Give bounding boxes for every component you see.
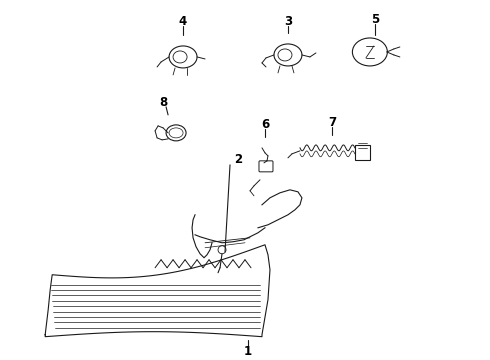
Text: 3: 3 [284, 15, 292, 28]
Text: 2: 2 [234, 153, 242, 166]
Bar [355, 145, 370, 160]
Text: 7: 7 [328, 116, 336, 129]
Text: 5: 5 [371, 13, 379, 27]
Text: 6: 6 [261, 118, 269, 131]
Text: 1: 1 [244, 345, 252, 358]
Text: 8: 8 [159, 96, 167, 109]
Text: 4: 4 [179, 15, 187, 28]
